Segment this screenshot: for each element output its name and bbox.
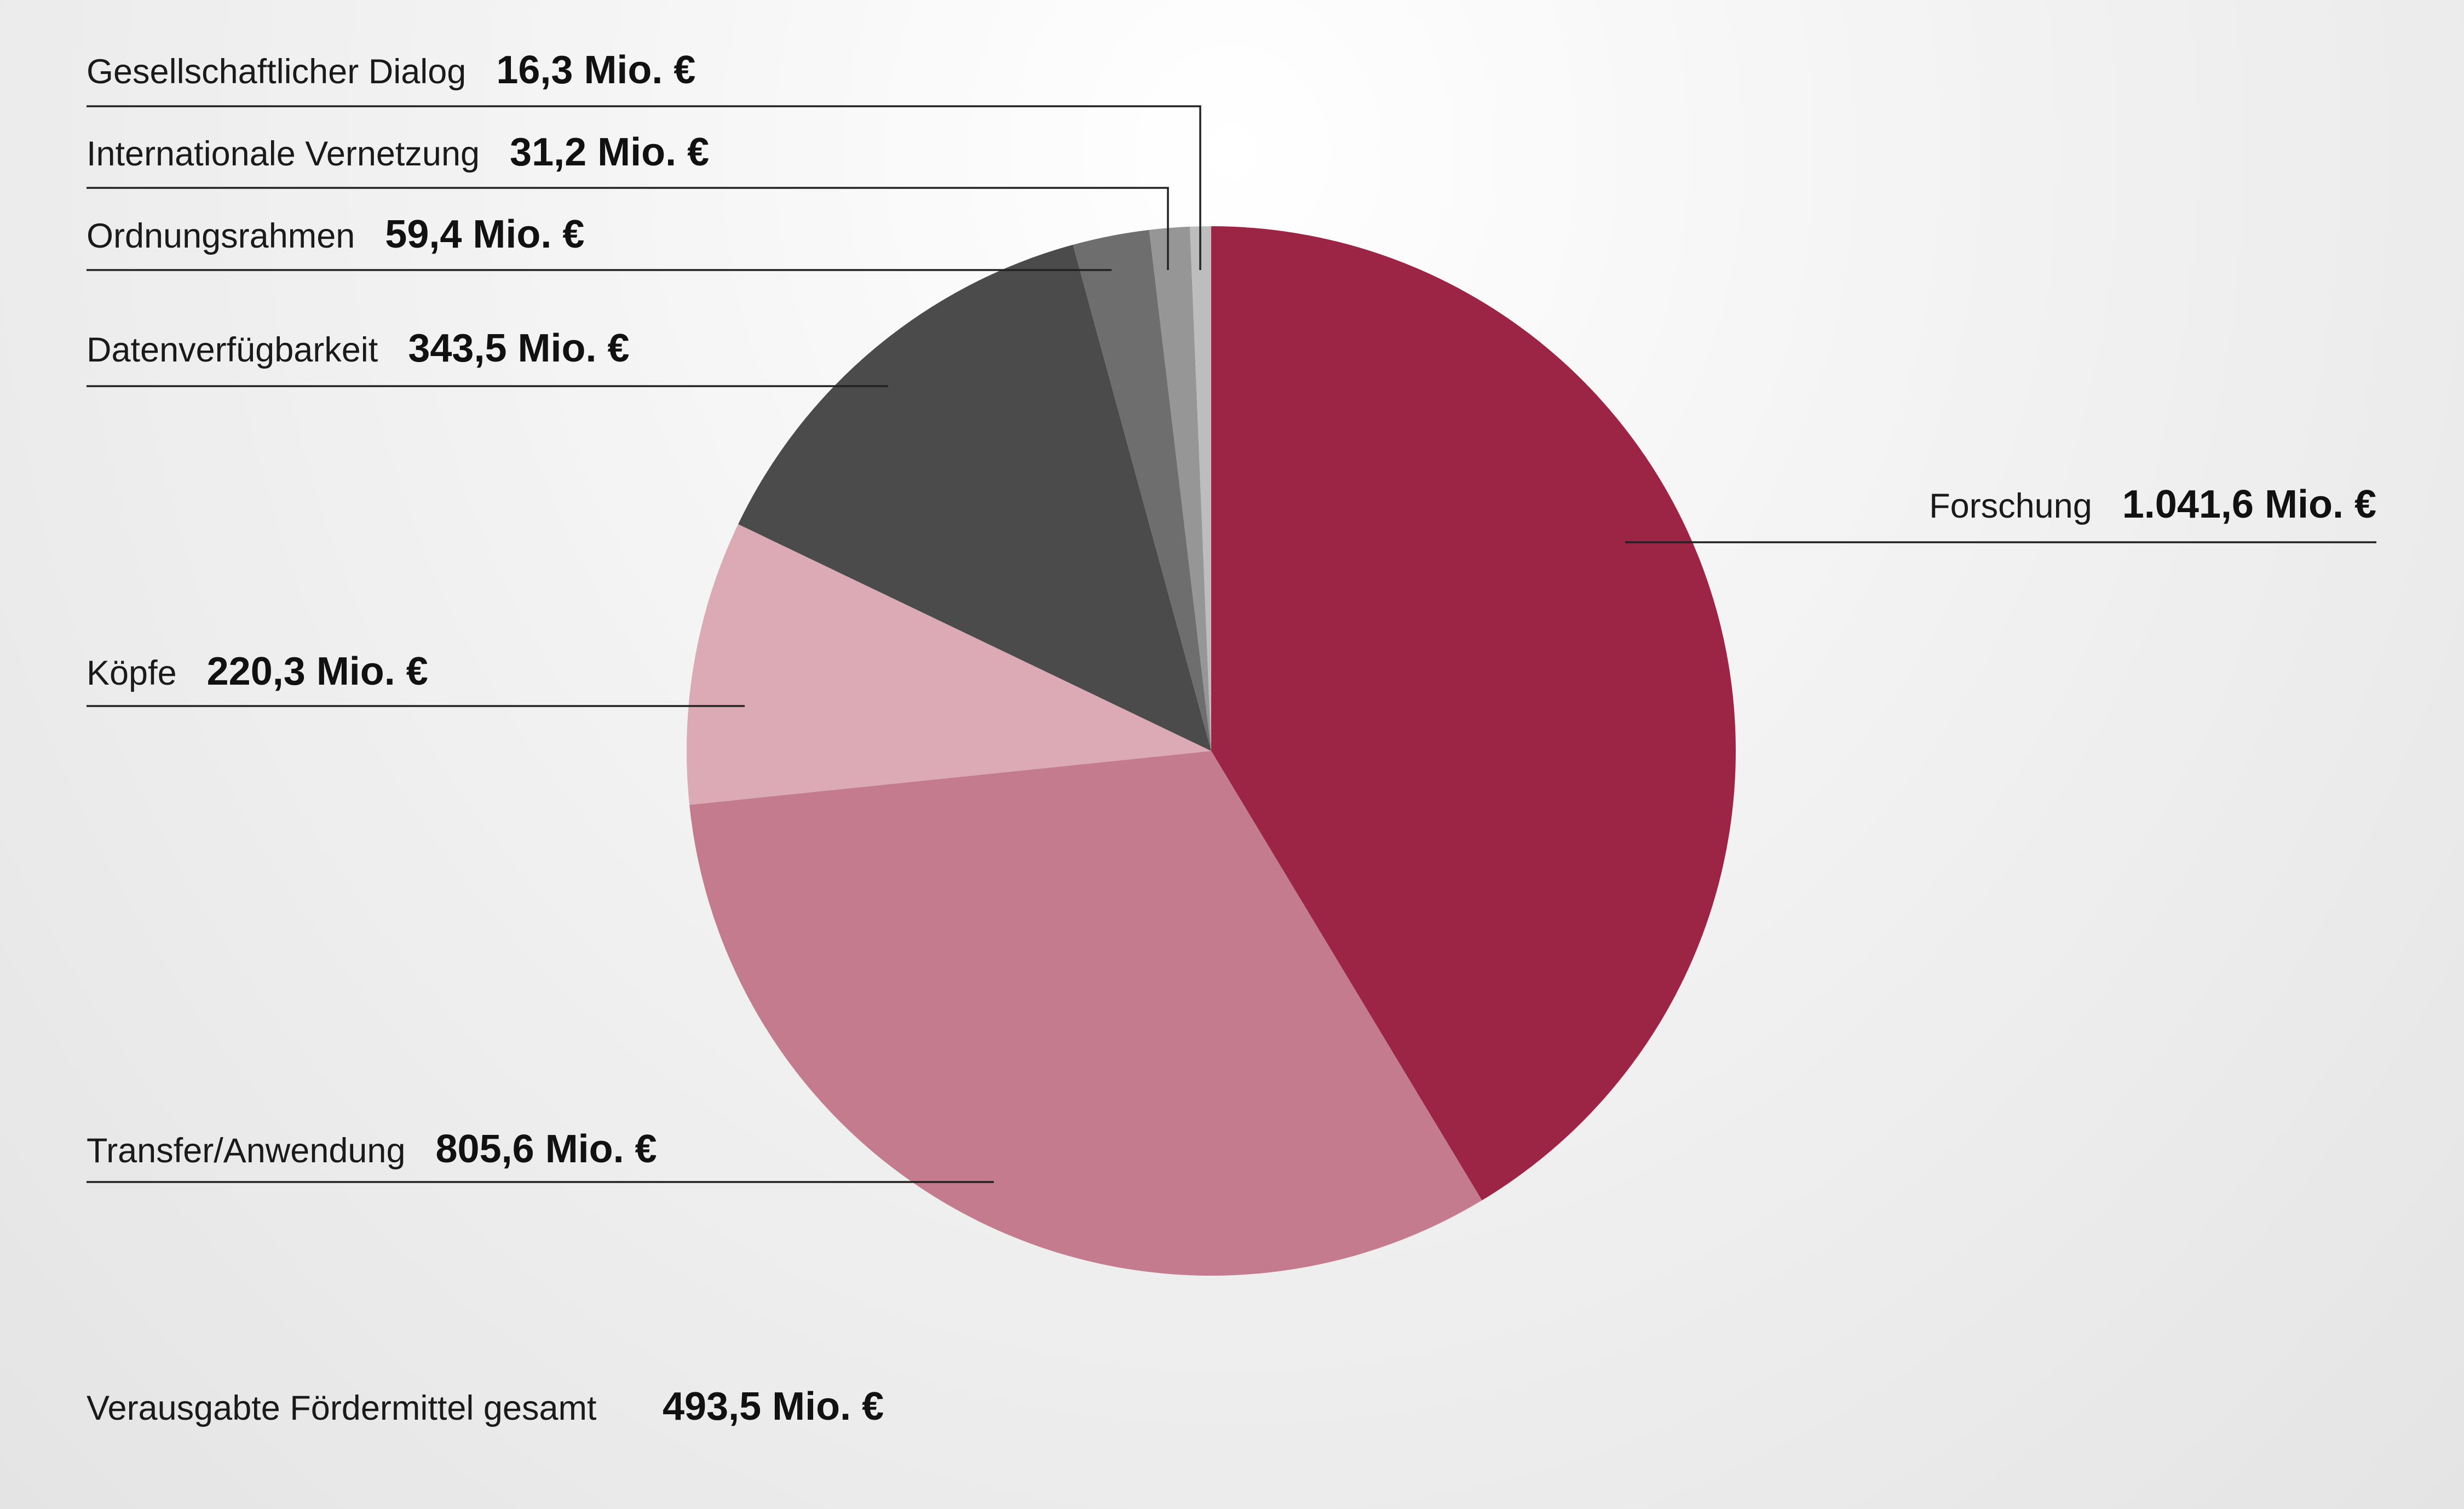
- label-value-ordnungsrahmen: 59,4 Mio. €: [385, 213, 584, 256]
- label-datenverfuegbarkeit: Datenverfügbarkeit 343,5 Mio. €: [87, 326, 630, 370]
- slice-forschung: [1211, 226, 1736, 1201]
- leader-line-internationale-vernetzung: [87, 187, 1169, 270]
- label-name-gesellschaftlicher-dialog: Gesellschaftlicher Dialog: [87, 53, 466, 91]
- total-label: Verausgabte Fördermittel gesamt: [87, 1389, 597, 1427]
- label-name-transfer-anwendung: Transfer/Anwendung: [87, 1132, 406, 1170]
- label-value-forschung: 1.041,6 Mio. €: [2122, 483, 2376, 526]
- label-forschung: Forschung 1.041,6 Mio. €: [1929, 483, 2376, 526]
- label-name-forschung: Forschung: [1929, 487, 2092, 525]
- label-ordnungsrahmen: Ordnungsrahmen 59,4 Mio. €: [87, 213, 584, 256]
- leader-lines: [87, 105, 2376, 1183]
- label-name-koepfe: Köpfe: [87, 654, 177, 692]
- label-koepfe: Köpfe 220,3 Mio. €: [87, 650, 428, 693]
- slice-labels: Forschung 1.041,6 Mio. € Transfer/Anwendun…: [87, 48, 2376, 1171]
- slice-internationale-vernetzung: [1149, 226, 1211, 751]
- slice-koepfe: [687, 524, 1211, 805]
- slice-gesellschaftlicher-dialog: [1190, 226, 1211, 751]
- pie-slices: [687, 226, 1736, 1276]
- label-value-datenverfuegbarkeit: 343,5 Mio. €: [408, 326, 629, 370]
- label-gesellschaftlicher-dialog: Gesellschaftlicher Dialog 16,3 Mio. €: [87, 48, 695, 92]
- label-internationale-vernetzung: Internationale Vernetzung 31,2 Mio. €: [87, 130, 709, 174]
- label-value-internationale-vernetzung: 31,2 Mio. €: [510, 130, 709, 174]
- slice-ordnungsrahmen: [1073, 229, 1211, 751]
- label-name-datenverfuegbarkeit: Datenverfügbarkeit: [87, 331, 378, 369]
- label-name-internationale-vernetzung: Internationale Vernetzung: [87, 135, 480, 173]
- label-value-transfer-anwendung: 805,6 Mio. €: [436, 1127, 657, 1171]
- label-transfer-anwendung: Transfer/Anwendung 805,6 Mio. €: [87, 1127, 657, 1171]
- label-value-gesellschaftlicher-dialog: 16,3 Mio. €: [496, 48, 695, 92]
- leader-line-gesellschaftlicher-dialog: [87, 105, 1201, 270]
- slice-datenverfuegbarkeit: [738, 244, 1211, 751]
- label-name-ordnungsrahmen: Ordnungsrahmen: [87, 217, 355, 255]
- slice-transfer-anwendung: [689, 751, 1482, 1276]
- label-value-koepfe: 220,3 Mio. €: [207, 650, 428, 693]
- total-value: 493,5 Mio. €: [663, 1385, 884, 1428]
